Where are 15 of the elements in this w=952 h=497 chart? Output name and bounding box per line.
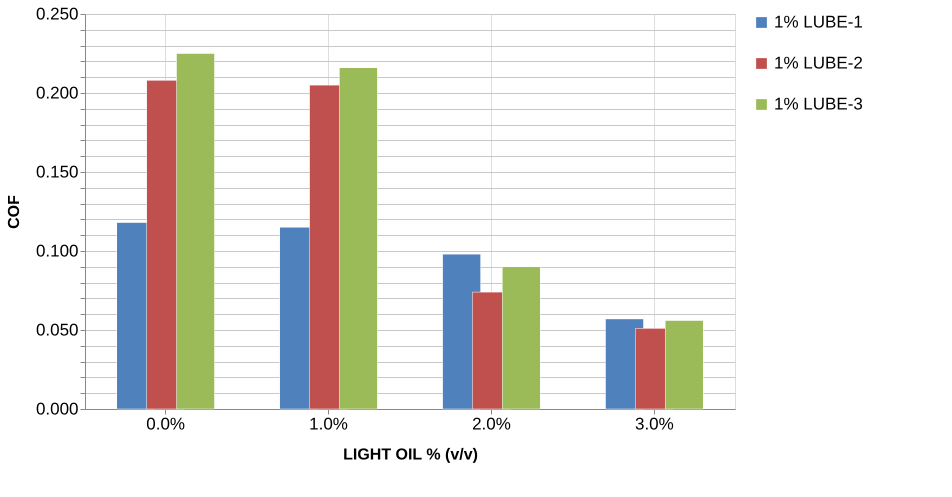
legend-label: 1% LUBE-1 — [774, 12, 863, 32]
x-tick-label: 0.0% — [146, 414, 186, 434]
y-tick-label: 0.050 — [36, 320, 78, 340]
x-tick-label: 3.0% — [634, 414, 674, 434]
y-tick-label: 0.200 — [36, 84, 78, 102]
text: 0.000 — [36, 400, 78, 418]
y-tick-label: 0.150 — [36, 162, 78, 182]
legend-label: 1% LUBE-2 — [774, 54, 863, 72]
y-tick-label: 0.100 — [36, 242, 78, 260]
legend-label: 1% LUBE-3 — [774, 94, 863, 114]
y-axis-title: COF — [6, 194, 23, 229]
x-axis-title: LIGHT OIL % (v/v) — [343, 446, 478, 464]
x-tick-label: 1.0% — [309, 414, 348, 434]
x-tick-label: 2.0% — [472, 414, 511, 434]
y-tick-label: 0.250 — [36, 4, 78, 24]
